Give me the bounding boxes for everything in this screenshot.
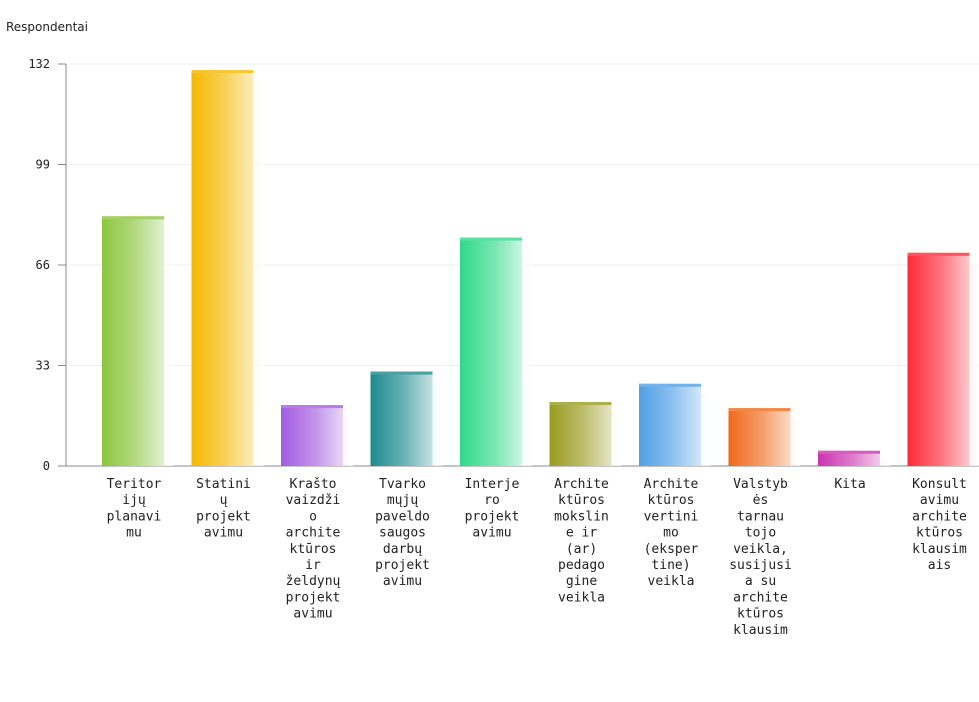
- bar[interactable]: [281, 405, 343, 466]
- y-axis-title: Respondentai: [6, 20, 88, 34]
- bar-top: [460, 238, 522, 241]
- bar-top: [729, 408, 791, 411]
- bars: [102, 70, 979, 466]
- bar-top: [102, 216, 164, 219]
- bar-top: [192, 70, 254, 73]
- y-tick-label: 0: [43, 459, 50, 473]
- bar[interactable]: [908, 253, 970, 466]
- bar-top: [550, 402, 612, 405]
- bar-top: [908, 253, 970, 256]
- bar-top: [281, 405, 343, 408]
- bar[interactable]: [102, 216, 164, 466]
- bar-top: [371, 372, 433, 375]
- bar-top: [818, 451, 880, 454]
- bar[interactable]: [192, 70, 254, 466]
- y-tick-label: 132: [28, 57, 50, 71]
- bar[interactable]: [550, 402, 612, 466]
- bar[interactable]: [371, 372, 433, 466]
- y-tick-label: 66: [36, 258, 50, 272]
- bar[interactable]: [729, 408, 791, 466]
- y-tick-label: 99: [36, 158, 50, 172]
- y-tick-label: 33: [36, 359, 50, 373]
- bar[interactable]: [639, 384, 701, 466]
- bar[interactable]: [460, 238, 522, 466]
- x-tick-label: Kita: [834, 477, 865, 492]
- bar-top: [639, 384, 701, 387]
